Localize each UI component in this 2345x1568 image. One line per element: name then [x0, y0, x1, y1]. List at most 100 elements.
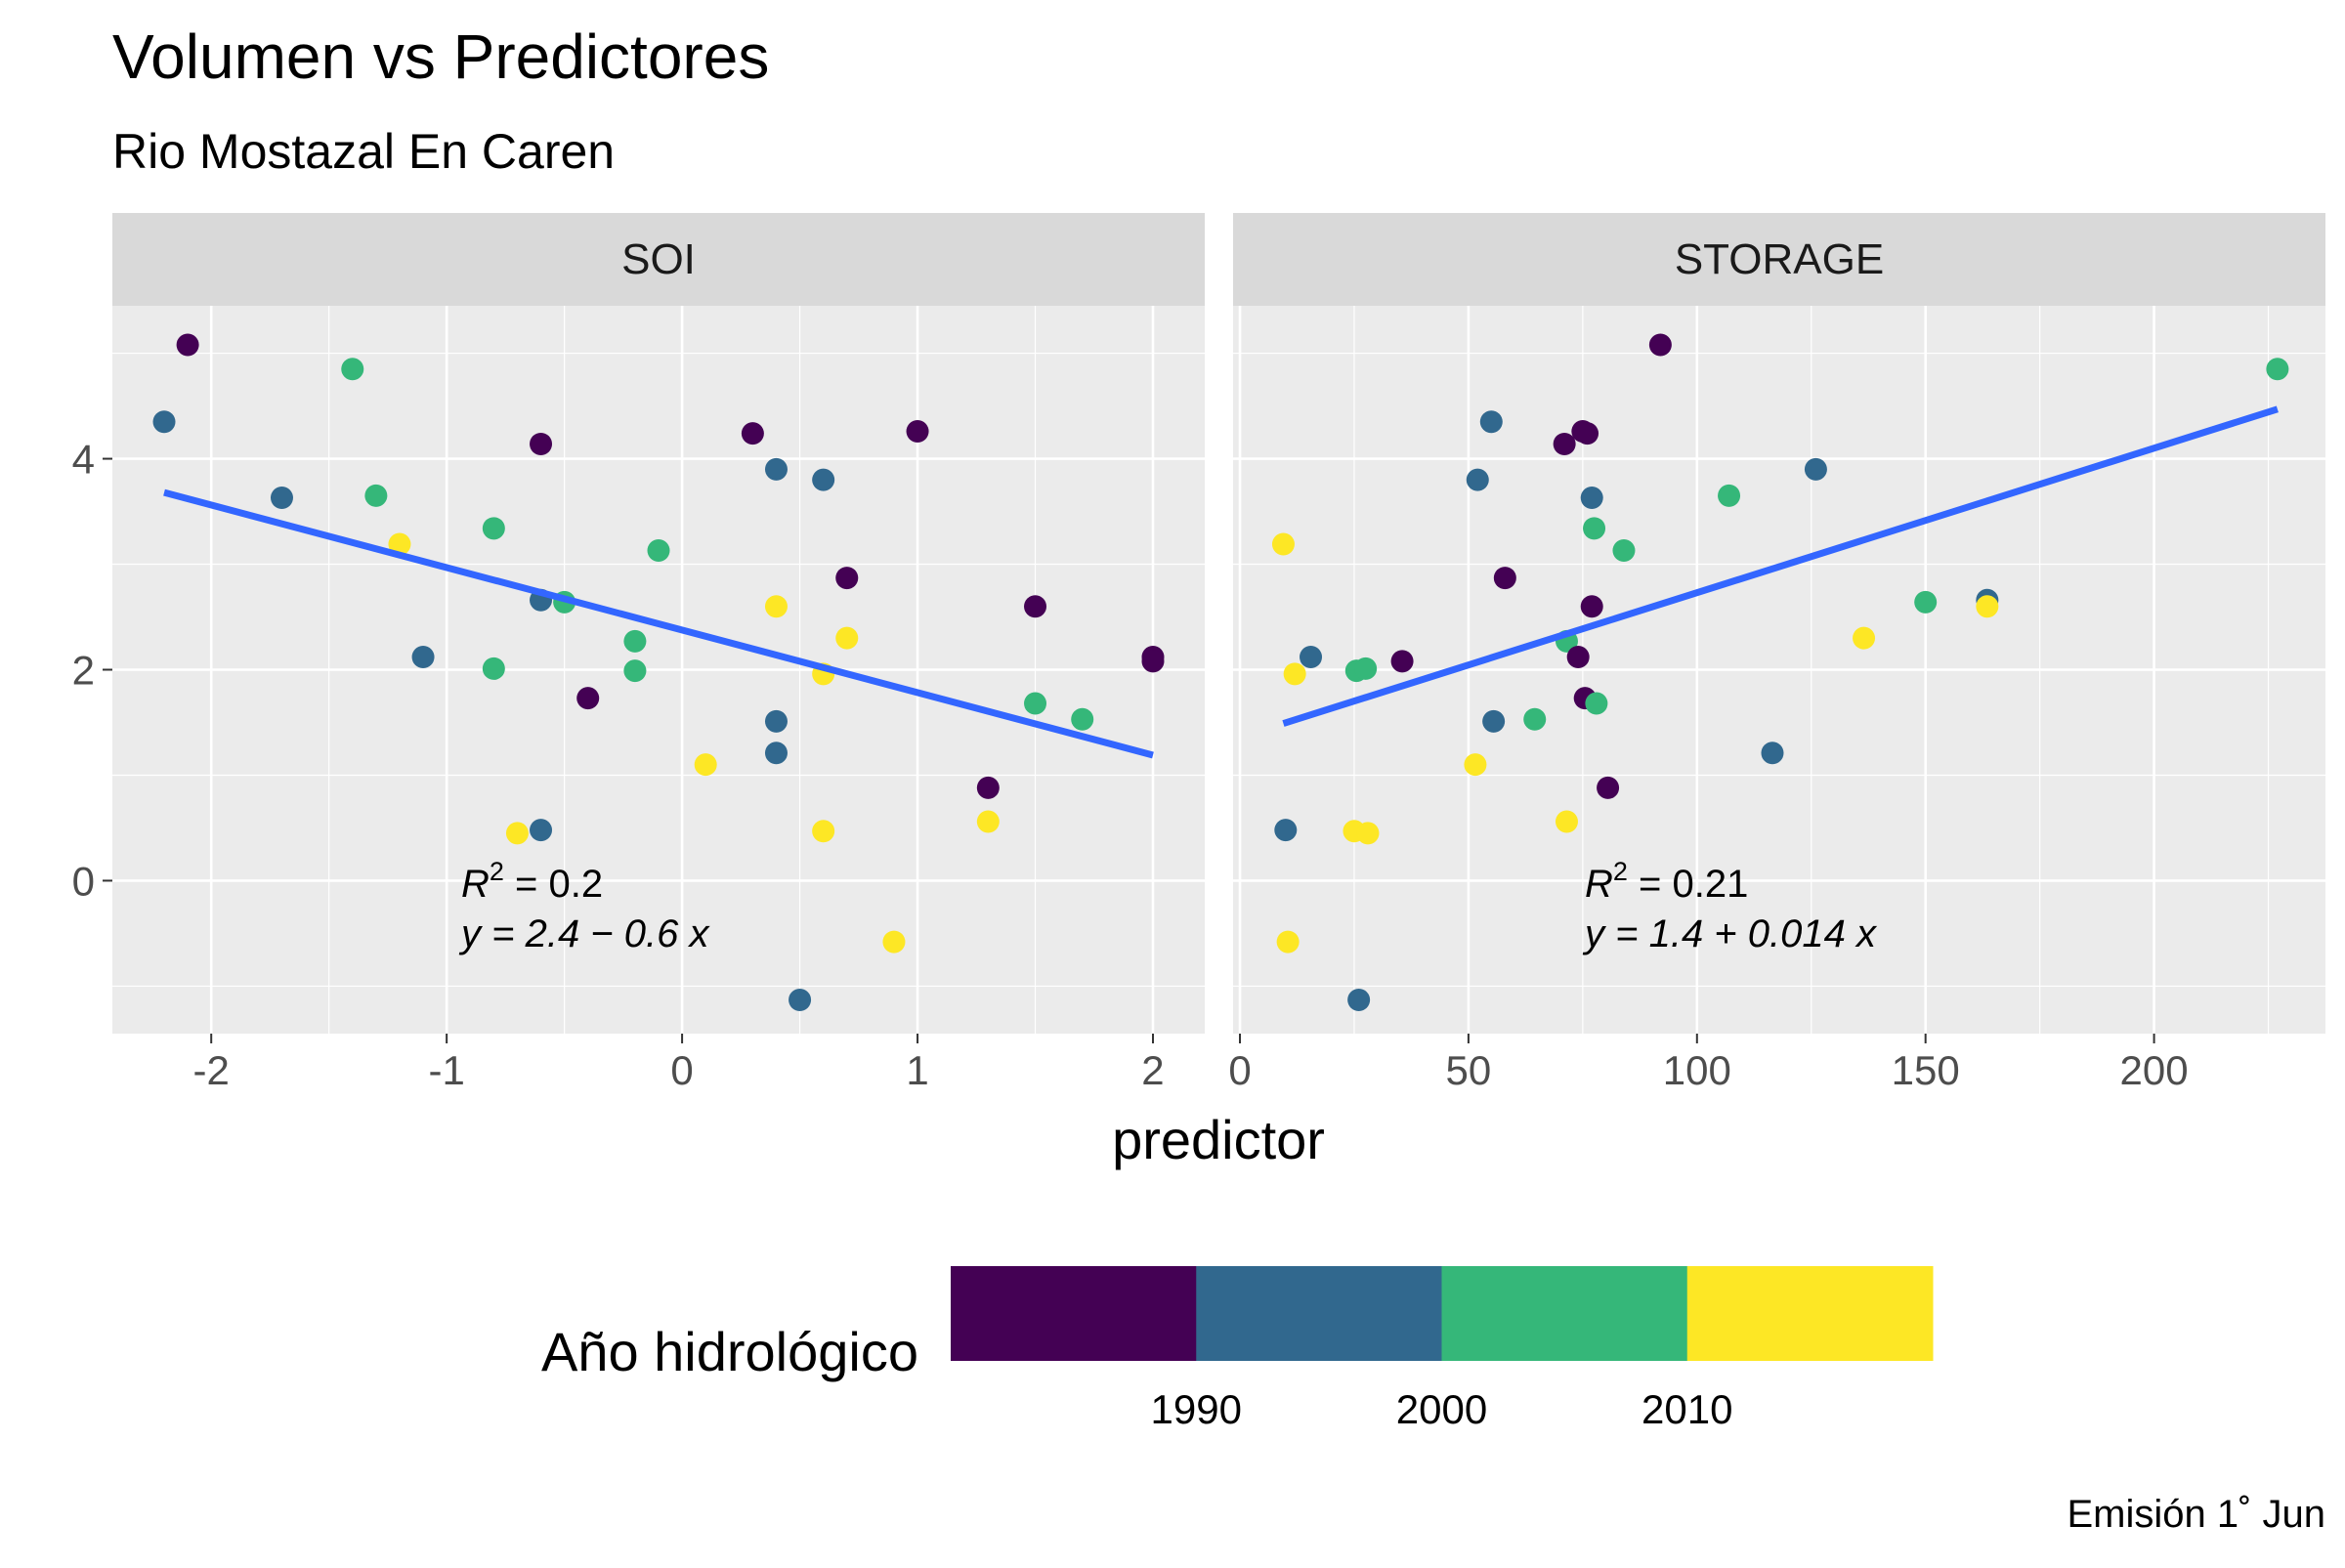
- data-point: [505, 822, 529, 845]
- data-point: [1597, 776, 1620, 799]
- data-point: [882, 930, 906, 954]
- data-point: [1553, 432, 1576, 455]
- panel-soi: SOI -2 -1 0 1 2 R2 = 0.2 y = 2.4 − 0.6 x: [112, 213, 1205, 1093]
- r-squared-label: R2 = 0.21: [1585, 857, 1748, 906]
- data-point: [764, 709, 788, 733]
- data-point: [1571, 419, 1595, 443]
- data-point: [1071, 707, 1094, 731]
- r-squared-label: R2 = 0.2: [461, 857, 603, 906]
- data-point: [1580, 487, 1603, 510]
- panel-strip-label: STORAGE: [1675, 235, 1884, 283]
- data-point: [1283, 662, 1306, 686]
- data-point: [1276, 930, 1300, 954]
- data-point: [1566, 646, 1590, 669]
- data-point: [1274, 819, 1298, 842]
- regression-line: [1282, 405, 2279, 727]
- panel-strip: [112, 213, 1205, 306]
- data-point: [1718, 484, 1741, 507]
- data-point: [1300, 646, 1323, 669]
- data-point: [364, 484, 388, 507]
- x-tick-label: 50: [1446, 1047, 1492, 1093]
- data-point: [812, 468, 835, 491]
- equation-label: y = 1.4 + 0.014 x: [1582, 912, 1878, 955]
- regression-line: [163, 488, 1154, 759]
- data-point: [1648, 333, 1672, 357]
- data-point: [764, 457, 788, 481]
- x-tick-label: 200: [2120, 1047, 2189, 1093]
- panel-strip-label: SOI: [621, 235, 696, 283]
- data-point: [835, 567, 859, 590]
- data-point: [741, 422, 764, 445]
- data-point: [1390, 650, 1414, 673]
- data-point: [1466, 468, 1489, 491]
- data-point: [1141, 650, 1165, 673]
- chart-title: Volumen vs Predictores: [112, 21, 769, 92]
- data-point: [482, 517, 505, 540]
- data-point: [835, 626, 859, 650]
- data-point: [152, 410, 176, 434]
- legend-swatch: [1686, 1266, 1934, 1361]
- x-tick-label: 150: [1892, 1047, 1960, 1093]
- data-point: [1271, 532, 1295, 556]
- legend-label: 2000: [1396, 1386, 1487, 1432]
- data-point: [176, 333, 199, 357]
- data-point: [789, 988, 812, 1011]
- data-point: [482, 657, 505, 680]
- data-point: [1976, 595, 1999, 618]
- data-point: [1347, 988, 1371, 1011]
- legend-swatch: [1441, 1266, 1688, 1361]
- x-tick-label: 100: [1663, 1047, 1731, 1093]
- data-point: [1493, 567, 1516, 590]
- data-point: [694, 753, 717, 777]
- x-tick-label: -2: [193, 1047, 230, 1093]
- data-point: [2266, 358, 2289, 381]
- data-point: [1580, 595, 1603, 618]
- legend-label: 1990: [1151, 1386, 1242, 1432]
- data-point: [1612, 538, 1636, 562]
- data-point: [647, 538, 670, 562]
- legend-label: 2010: [1642, 1386, 1732, 1432]
- data-point: [976, 776, 1000, 799]
- x-tick-label: 0: [1228, 1047, 1251, 1093]
- data-point: [623, 659, 647, 683]
- data-point: [1914, 590, 1938, 614]
- data-point: [270, 487, 293, 510]
- data-point: [1024, 595, 1047, 618]
- x-tick-label: 2: [1141, 1047, 1164, 1093]
- y-tick-label: 0: [72, 858, 95, 904]
- panel-strip: [1233, 213, 2325, 306]
- data-point: [1354, 657, 1378, 680]
- x-tick-label: -1: [428, 1047, 464, 1093]
- data-point: [764, 595, 788, 618]
- equation-label: y = 2.4 − 0.6 x: [458, 912, 710, 955]
- data-point: [1482, 709, 1506, 733]
- data-point: [388, 532, 411, 556]
- data-point: [623, 629, 647, 653]
- data-point: [1761, 742, 1784, 765]
- x-axis-title: predictor: [1112, 1109, 1325, 1170]
- data-point: [1479, 410, 1503, 434]
- data-point: [764, 742, 788, 765]
- legend-swatch: [951, 1266, 1197, 1361]
- y-tick-label: 2: [72, 648, 95, 694]
- data-point: [530, 819, 553, 842]
- panel-storage: STORAGE 0 50 100 150 200 R2 = 0.21 y = 1.4 + 0.…: [1228, 213, 2325, 1093]
- data-point: [576, 687, 600, 710]
- legend-swatch: [1196, 1266, 1442, 1361]
- y-tick-label: 4: [72, 437, 95, 483]
- data-point: [411, 646, 435, 669]
- data-point: [1804, 457, 1827, 481]
- x-tick-label: 1: [906, 1047, 928, 1093]
- x-tick-label: 0: [670, 1047, 693, 1093]
- data-point: [1555, 810, 1578, 833]
- data-point: [1523, 707, 1547, 731]
- chart-subtitle: Rio Mostazal En Caren: [112, 124, 615, 179]
- data-point: [1853, 626, 1876, 650]
- data-point: [341, 358, 364, 381]
- data-point: [1356, 822, 1380, 845]
- data-point: [906, 419, 929, 443]
- data-point: [1583, 517, 1606, 540]
- data-point: [530, 432, 553, 455]
